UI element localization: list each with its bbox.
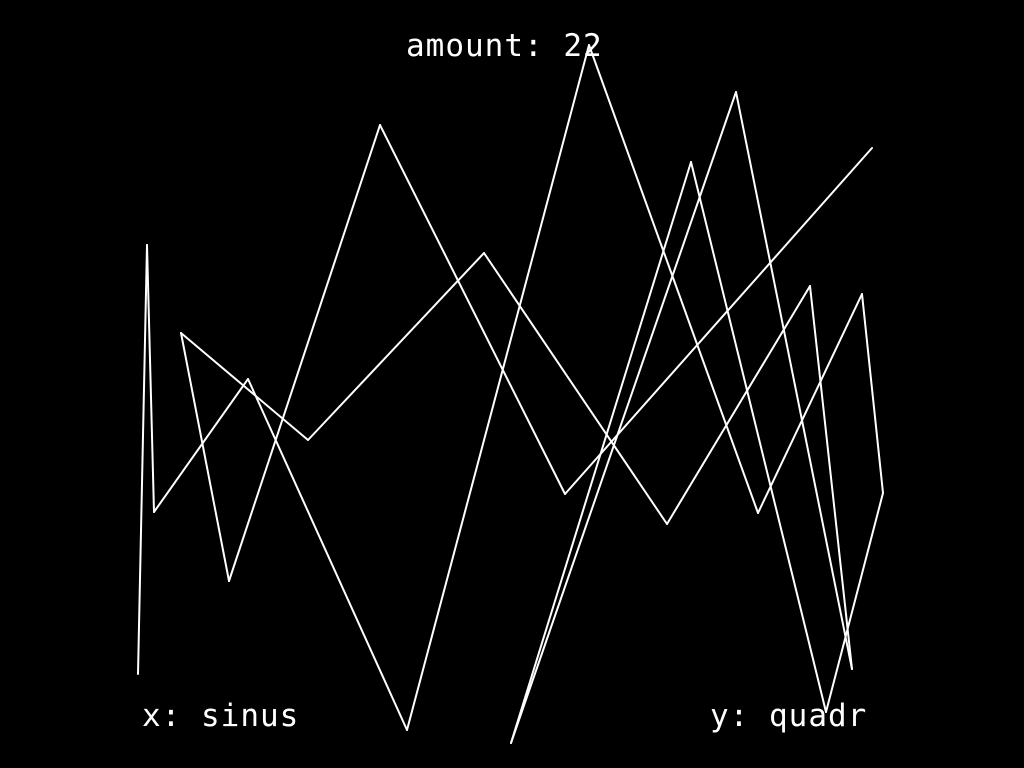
figure-segment bbox=[307, 252, 485, 441]
figure-segment bbox=[510, 91, 737, 744]
figure-segment bbox=[483, 252, 668, 525]
line-figure bbox=[137, 44, 884, 744]
figure-segment bbox=[861, 293, 884, 494]
figure-segment bbox=[379, 124, 566, 495]
x-axis-label: x: bbox=[142, 698, 182, 734]
figure-segment bbox=[406, 44, 590, 731]
figure-segment bbox=[757, 293, 863, 514]
figure-segment bbox=[180, 332, 309, 441]
figure-segment bbox=[228, 124, 381, 582]
figure-segment bbox=[564, 147, 873, 495]
figure-segment bbox=[809, 285, 853, 670]
amount-readout: amount: 22 bbox=[406, 28, 603, 64]
figure-segment bbox=[666, 285, 811, 525]
y-function-name: quadr bbox=[769, 698, 868, 734]
x-function-name: sinus bbox=[201, 698, 300, 734]
figure-segment bbox=[247, 378, 408, 731]
amount-value: 22 bbox=[563, 28, 603, 64]
y-axis-label: y: bbox=[710, 698, 750, 734]
amount-label: amount: bbox=[406, 28, 544, 64]
figure-segment bbox=[137, 244, 148, 675]
y-function-readout: y: quadr bbox=[710, 698, 867, 734]
figure-segment bbox=[180, 332, 230, 582]
x-function-readout: x: sinus bbox=[142, 698, 299, 734]
figure-segment bbox=[690, 161, 827, 713]
figure-segment bbox=[588, 44, 759, 514]
figure-segment bbox=[146, 244, 155, 513]
figure-segment bbox=[735, 91, 853, 670]
figure-segment bbox=[825, 492, 884, 713]
figure-segment bbox=[153, 378, 249, 513]
